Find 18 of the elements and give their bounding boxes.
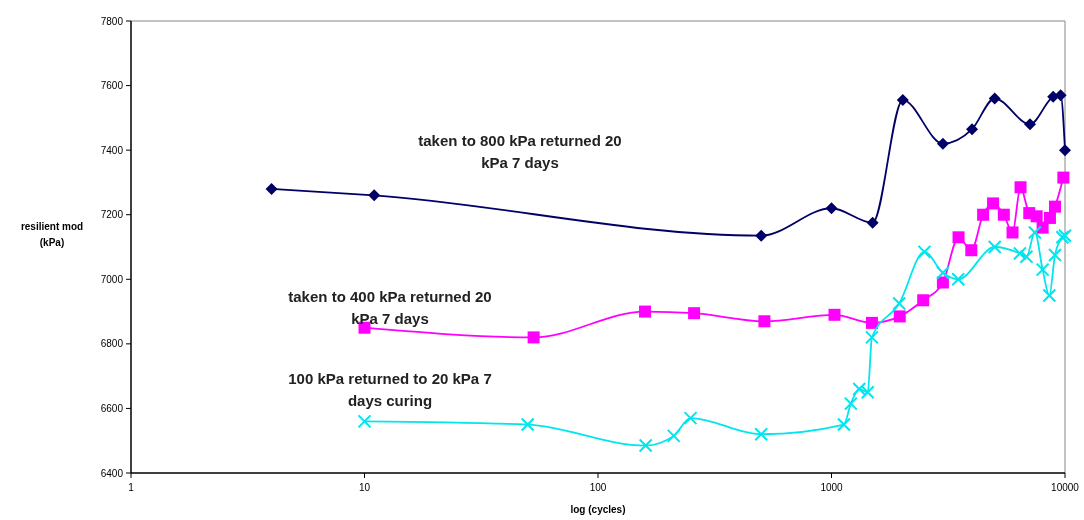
y-tick-label: 7000: [100, 273, 124, 285]
y-tick-label: 6800: [100, 338, 124, 350]
x-tick-label: 1: [128, 482, 135, 493]
series-label: taken to 800 kPa returned 20 kPa 7 days: [418, 132, 622, 171]
x-tick-label: 100: [589, 482, 607, 493]
y-tick-label: 7600: [100, 80, 124, 92]
x-tick-label: 10000: [1051, 482, 1080, 493]
y-tick-label: 7200: [100, 209, 124, 221]
x-tick-label: 1000: [820, 482, 844, 493]
x-axis-title: log (cycles): [570, 504, 626, 515]
series-label: taken to 400 kPa returned 20 kPa 7 days: [288, 288, 492, 327]
y-tick-label: 6600: [100, 402, 124, 414]
y-axis-title: resilient mod (kPa): [20, 221, 84, 248]
y-tick-label: 7400: [100, 144, 124, 156]
x-tick-label: 10: [358, 482, 371, 493]
series-label: 100 kPa returned to 20 kPa 7 days curing: [288, 370, 492, 409]
y-tick-label: 7800: [100, 15, 124, 27]
y-tick-label: 6400: [100, 467, 124, 479]
